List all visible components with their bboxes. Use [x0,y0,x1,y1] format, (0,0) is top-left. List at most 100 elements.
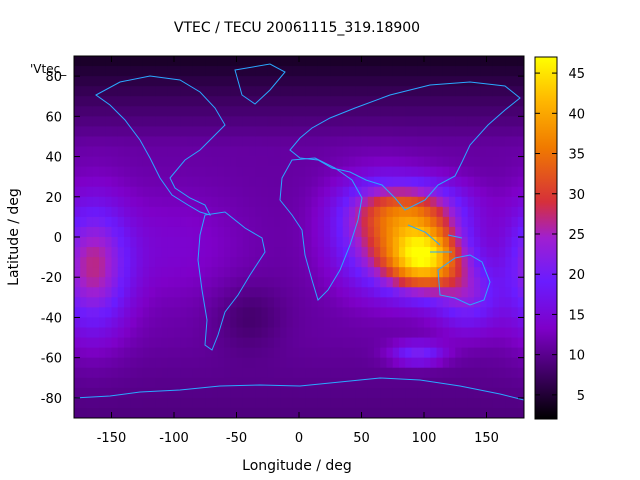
heatmap-cell [311,257,319,268]
heatmap-cell [299,237,306,248]
heatmap-cell [511,216,519,228]
heatmap-cell [405,367,413,379]
heatmap-cell [386,176,394,188]
heatmap-cell [474,226,481,238]
heatmap-cell [505,297,513,308]
heatmap-cell [380,66,388,77]
heatmap-cell [342,146,350,158]
heatmap-cell [386,76,394,87]
heatmap-cell [317,136,325,148]
heatmap-cell [349,367,356,379]
heatmap-cell [161,397,169,409]
heatmap-cell [411,206,419,218]
heatmap-cell [211,287,219,298]
heatmap-cell [505,116,513,127]
antarctica-coast [74,377,524,401]
heatmap-cell [349,126,356,138]
heatmap-cell [417,116,425,127]
heatmap-cell [455,176,463,188]
heatmap-cell [142,156,150,168]
heatmap-cell [499,146,506,158]
heatmap-cell [205,126,213,138]
heatmap-cell [486,237,494,248]
heatmap-cell [286,347,294,359]
heatmap-cell [124,237,131,248]
heatmap-cell [124,176,131,188]
heatmap-cell [136,66,144,77]
heatmap-cell [449,327,456,339]
heatmap-cell [192,297,200,308]
heatmap-cell [486,116,494,127]
heatmap-cell [274,327,281,339]
heatmap-cell [86,186,94,198]
heatmap-cell [192,237,200,248]
heatmap-cell [130,407,138,418]
heatmap-cell [105,66,113,77]
heatmap-cell [461,327,469,339]
heatmap-cell [255,297,263,308]
heatmap-cell [311,216,319,228]
heatmap-cell [161,237,169,248]
heatmap-cell [467,407,475,418]
heatmap-cell [349,116,356,127]
heatmap-cell [155,196,163,208]
heatmap-cell [155,347,163,359]
heatmap-cell [211,267,219,278]
heatmap-cell [430,257,438,268]
heatmap-cell [130,156,138,168]
heatmap-cell [149,407,156,418]
heatmap-cell [342,206,350,218]
heatmap-cell [186,337,194,349]
heatmap-cell [186,327,194,339]
south-america-coast [197,211,266,351]
heatmap-cell [242,287,250,298]
heatmap-cell [405,86,413,97]
heatmap-cell [299,216,306,228]
heatmap-cell [211,156,219,168]
heatmap-cell [317,317,325,329]
heatmap-cell [499,247,506,258]
heatmap-cell [474,267,481,278]
heatmap-cell [324,156,331,168]
heatmap-cell [167,56,175,67]
heatmap-cell [430,206,438,218]
heatmap-cell [105,76,113,87]
heatmap-cell [417,257,425,268]
heatmap-cell [399,237,406,248]
heatmap-cell [311,146,319,158]
heatmap-cell [330,387,338,399]
heatmap-cell [492,146,500,158]
heatmap-cell [105,116,113,127]
heatmap-cell [324,216,331,228]
heatmap-cell [424,76,431,87]
heatmap-cell [492,407,500,418]
heatmap-cell [117,96,125,107]
heatmap-cell [280,357,288,369]
heatmap-cell [142,136,150,148]
heatmap-cell [199,96,206,107]
heatmap-cell [117,166,125,178]
heatmap-cell [492,307,500,319]
heatmap-cell [292,116,300,127]
heatmap-cell [92,407,100,418]
heatmap-cell [167,327,175,339]
heatmap-cell [142,357,150,369]
heatmap-cell [180,337,188,349]
heatmap-cell [211,226,219,238]
heatmap-cell [236,337,244,349]
heatmap-cell [449,206,456,218]
heatmap-cell [99,307,106,319]
heatmap-cell [411,397,419,409]
heatmap-cell [199,56,206,67]
heatmap-cell [367,206,375,218]
heatmap-cell [349,206,356,218]
heatmap-cell [217,96,225,107]
heatmap-cell [499,206,506,218]
heatmap-cell [149,337,156,349]
heatmap-cell [267,407,275,418]
heatmap-cell [467,337,475,349]
heatmap-cell [280,257,288,268]
heatmap-cell [292,156,300,168]
heatmap-cell [249,136,256,148]
heatmap-cell [161,267,169,278]
